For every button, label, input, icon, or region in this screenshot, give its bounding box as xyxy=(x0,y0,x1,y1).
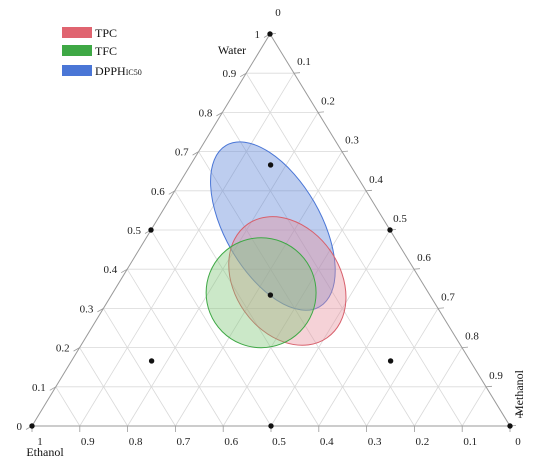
tick-mark-methanol xyxy=(293,72,301,74)
tick-label-methanol: 0.4 xyxy=(369,174,383,186)
tick-label-ethanol: 0.7 xyxy=(177,436,191,448)
tick-mark-water xyxy=(192,151,199,156)
tick-label-water: 0.3 xyxy=(80,303,94,315)
region-tpc xyxy=(228,216,347,346)
tick-mark-water xyxy=(73,347,80,352)
legend-item-tpc: TPC xyxy=(62,26,117,40)
tick-mark-methanol xyxy=(413,268,421,270)
design-point xyxy=(268,423,274,429)
grid-line-methanol xyxy=(175,151,343,427)
tick-mark-water xyxy=(239,72,247,78)
grid-line-ethanol xyxy=(103,308,176,427)
tick-label-ethanol: 0.3 xyxy=(368,436,382,448)
tick-label-water: 0.1 xyxy=(32,382,46,394)
tick-mark-methanol xyxy=(437,307,445,309)
legend-label-main: TPC xyxy=(95,26,117,40)
legend-item-dpph: DPPHIC50 xyxy=(62,64,142,78)
tick-mark-methanol xyxy=(317,111,325,113)
design-point xyxy=(267,31,273,37)
tick-mark-water xyxy=(97,308,104,313)
tick-label-water: 0.4 xyxy=(103,264,117,276)
tick-label-methanol: 0.3 xyxy=(345,135,359,147)
tick-label-methanol: 0.6 xyxy=(417,252,431,264)
legend-swatch-tpc xyxy=(62,27,92,38)
legend: TPC TFC DPPHIC50 xyxy=(62,26,142,78)
tick-mark-methanol xyxy=(461,346,469,348)
tick-label-water: 1 xyxy=(255,29,261,41)
tick-label-ethanol: 0.4 xyxy=(320,436,334,448)
design-point xyxy=(148,227,154,233)
tick-label-ethanol: 0.8 xyxy=(129,436,143,448)
tick-label-methanol: 0.7 xyxy=(441,291,455,303)
legend-label-sub: IC50 xyxy=(126,68,142,77)
legend-label-dpph: DPPHIC50 xyxy=(95,64,142,78)
design-point xyxy=(267,162,274,168)
tick-label-methanol: 0.1 xyxy=(297,56,311,68)
legend-label-main: DPPH xyxy=(95,64,126,78)
tick-label-ethanol: 0.1 xyxy=(463,436,477,448)
design-points xyxy=(29,31,513,429)
tick-label-water: 0.6 xyxy=(151,186,165,198)
legend-swatch-dpph xyxy=(62,65,92,76)
tick-label-methanol: 0.5 xyxy=(393,213,407,225)
tick-mark-water xyxy=(216,112,223,117)
region-dpphic50 xyxy=(210,141,336,311)
tick-label-ethanol: 0.2 xyxy=(416,436,430,448)
tick-label-water: 0.7 xyxy=(175,147,189,159)
tick-label-water: 0.9 xyxy=(222,68,236,80)
legend-label-main: TFC xyxy=(95,44,117,58)
design-point xyxy=(387,358,394,364)
grid-line-ethanol xyxy=(245,72,463,427)
tick-label-ethanol: 0.6 xyxy=(224,436,238,448)
tick-mark-water xyxy=(168,190,176,195)
tick-label-methanol: 1 xyxy=(517,409,523,421)
tick-label-water: 0.8 xyxy=(199,107,213,119)
design-point xyxy=(507,423,513,429)
water-axis-title: Water xyxy=(218,43,246,57)
tick-mark-methanol xyxy=(341,150,349,152)
tick-mark-methanol xyxy=(485,385,493,388)
design-point xyxy=(148,358,155,364)
tick-label-ethanol: 0 xyxy=(515,436,521,448)
tick-label-ethanol: 1 xyxy=(37,436,43,448)
tick-mark-water xyxy=(120,268,128,274)
region-tfc xyxy=(205,237,317,349)
grid-line-methanol xyxy=(79,72,295,427)
tick-label-methanol: 0.2 xyxy=(321,95,335,107)
grid-line-ethanol xyxy=(126,268,224,427)
tick-label-methanol: 0 xyxy=(275,7,281,19)
tick-label-water: 0.2 xyxy=(56,343,70,355)
methanol-axis-title: Methanol xyxy=(512,369,526,416)
legend-swatch-tfc xyxy=(62,45,92,56)
design-point xyxy=(387,227,393,233)
tick-label-methanol: 0.8 xyxy=(465,331,479,343)
tick-label-water: 0.5 xyxy=(127,225,141,237)
tick-label-ethanol: 0.9 xyxy=(81,436,95,448)
ethanol-axis-title: Ethanol xyxy=(26,445,64,459)
grid-line-ethanol xyxy=(150,229,272,427)
tick-label-ethanol: 0.5 xyxy=(272,436,286,448)
grid-line-methanol xyxy=(414,347,463,427)
design-point xyxy=(29,423,35,429)
grid-line-methanol xyxy=(461,386,487,427)
legend-label-tfc: TFC xyxy=(95,44,117,58)
tick-label-water: 0 xyxy=(17,421,23,433)
grid-line-ethanol xyxy=(55,386,81,427)
optimal-regions xyxy=(205,141,347,349)
grid-lines xyxy=(55,72,487,427)
legend-item-tfc: TFC xyxy=(62,44,117,58)
tick-mark-methanol xyxy=(365,189,373,192)
tick-mark-water xyxy=(49,386,57,391)
grid-line-ethanol xyxy=(79,347,128,427)
design-point xyxy=(267,292,274,298)
tick-labels: 0 0.1 0.2 0.3 0.4 0.5 0.6 0.7 0.8 0.9 1 0 0.1 0.2 0.3 0… xyxy=(17,7,523,448)
grid-line-ethanol xyxy=(198,151,367,427)
grid-line-methanol xyxy=(366,308,439,427)
grid-line-methanol xyxy=(270,229,391,427)
tick-label-methanol: 0.9 xyxy=(489,370,503,382)
legend-label-tpc: TPC xyxy=(95,26,117,40)
grid-line-methanol xyxy=(318,268,415,427)
